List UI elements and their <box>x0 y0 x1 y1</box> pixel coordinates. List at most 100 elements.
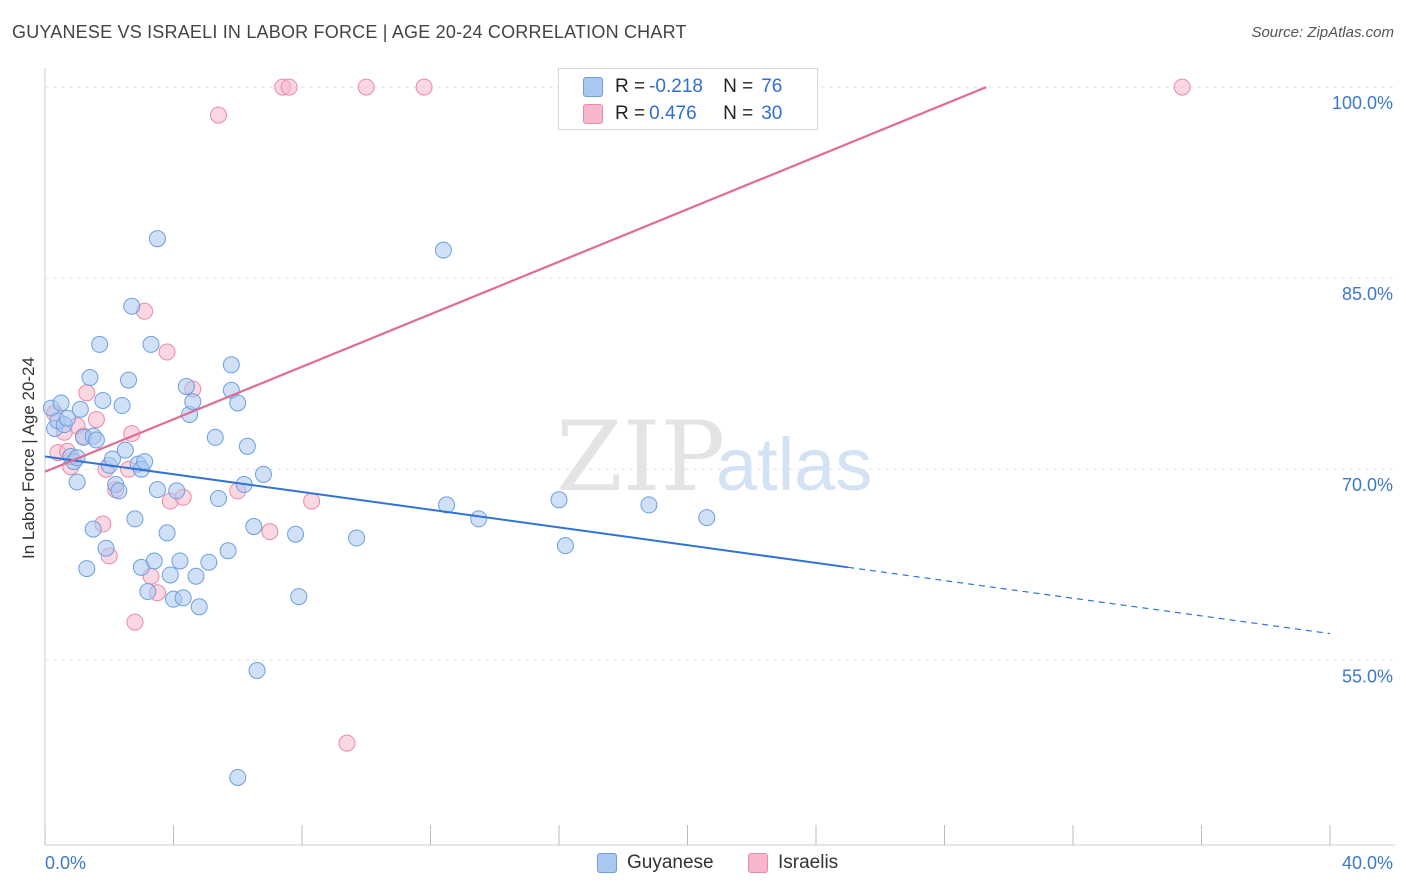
data-point-guyanese <box>238 437 256 455</box>
series-guyanese <box>42 230 716 786</box>
data-point-guyanese <box>126 510 144 528</box>
data-point-guyanese <box>434 241 452 259</box>
data-point-guyanese <box>123 297 141 315</box>
data-point-guyanese <box>71 400 89 418</box>
data-point-guyanese <box>206 428 224 446</box>
legend-r-label: R = <box>615 76 646 97</box>
legend-r-value: 0.476 <box>649 103 697 124</box>
data-point-guyanese <box>190 598 208 616</box>
data-point-guyanese <box>52 394 70 412</box>
data-point-guyanese <box>229 768 247 786</box>
x-tick-label: 40.0% <box>1342 853 1393 873</box>
data-point-israelis <box>126 613 144 631</box>
data-point-guyanese <box>229 394 247 412</box>
data-point-guyanese <box>120 371 138 389</box>
data-point-guyanese <box>136 453 154 471</box>
trendline-guyanese-extension <box>848 566 1331 635</box>
data-point-guyanese <box>97 539 115 557</box>
data-point-israelis <box>209 106 227 124</box>
y-tick-label: 70.0% <box>1342 475 1393 495</box>
data-point-guyanese <box>158 524 176 542</box>
data-point-israelis <box>78 384 96 402</box>
data-point-guyanese <box>145 552 163 570</box>
data-point-guyanese <box>91 335 109 353</box>
watermark-atlas: atlas <box>716 423 872 506</box>
legend-swatch-israelis <box>583 104 603 124</box>
data-point-guyanese <box>148 230 166 248</box>
legend-item-israelis[interactable]: Israelis <box>748 852 838 874</box>
y-tick-label: 55.0% <box>1342 666 1393 686</box>
y-tick-label: 100.0% <box>1332 93 1393 113</box>
stats-legend: R = -0.218 N = 76 R = 0.476 N = 30 <box>558 68 818 130</box>
data-point-guyanese <box>254 465 272 483</box>
data-point-guyanese <box>87 431 105 449</box>
legend-swatch-israelis <box>748 853 768 873</box>
legend-swatch-guyanese <box>583 77 603 97</box>
trendline-guyanese <box>44 455 849 569</box>
data-point-guyanese <box>248 661 266 679</box>
series-legend: Guyanese Israelis <box>0 852 1406 878</box>
data-point-israelis <box>1173 78 1191 96</box>
data-point-guyanese <box>222 356 240 374</box>
data-point-israelis <box>415 78 433 96</box>
data-point-guyanese <box>110 482 128 500</box>
data-point-guyanese <box>168 482 186 500</box>
data-point-guyanese <box>161 566 179 584</box>
legend-n-label: N = <box>723 103 754 124</box>
data-point-guyanese <box>78 560 96 578</box>
y-tick-label: 85.0% <box>1342 284 1393 304</box>
chart-title: GUYANESE VS ISRAELI IN LABOR FORCE | AGE… <box>12 22 687 42</box>
data-point-guyanese <box>113 397 131 415</box>
legend-swatch-guyanese <box>597 853 617 873</box>
data-point-israelis <box>357 78 375 96</box>
data-point-guyanese <box>287 525 305 543</box>
data-point-israelis <box>87 411 105 429</box>
legend-r-label: R = <box>615 103 646 124</box>
data-point-guyanese <box>219 542 237 560</box>
legend-label-guyanese: Guyanese <box>627 852 714 873</box>
data-point-guyanese <box>103 450 121 468</box>
data-point-guyanese <box>290 588 308 606</box>
watermark-zip: ZIP <box>556 401 725 513</box>
grid <box>45 86 1395 661</box>
data-point-guyanese <box>348 529 366 547</box>
data-point-israelis <box>280 78 298 96</box>
source-credit: Source: ZipAtlas.com <box>1251 24 1394 41</box>
legend-n-label: N = <box>723 76 754 97</box>
data-point-guyanese <box>187 567 205 585</box>
trendline-israelis <box>44 86 987 473</box>
y-axis-label: In Labor Force | Age 20-24 <box>19 357 38 559</box>
data-point-guyanese <box>245 518 263 536</box>
legend-row-israelis: R = 0.476 N = 30 <box>583 101 782 127</box>
data-point-guyanese <box>116 441 134 459</box>
data-point-guyanese <box>58 409 76 427</box>
legend-n-value: 30 <box>761 103 783 124</box>
data-point-guyanese <box>184 393 202 411</box>
tick-labels: 100.0% 85.0% 70.0% 55.0% 0.0% 40.0% <box>45 93 1393 873</box>
legend-item-guyanese[interactable]: Guyanese <box>597 852 714 874</box>
x-tick-label: 0.0% <box>45 853 86 873</box>
data-point-israelis <box>261 523 279 541</box>
legend-n-value: 76 <box>761 76 783 97</box>
data-point-guyanese <box>94 391 112 409</box>
data-point-guyanese <box>81 369 99 387</box>
data-point-israelis <box>338 734 356 752</box>
data-point-guyanese <box>174 589 192 607</box>
data-point-guyanese <box>139 583 157 601</box>
data-point-guyanese <box>470 510 488 528</box>
data-point-guyanese <box>209 490 227 508</box>
data-point-guyanese <box>171 552 189 570</box>
data-point-israelis <box>158 343 176 361</box>
watermark: ZIP atlas <box>556 401 872 513</box>
data-point-guyanese <box>640 496 658 514</box>
data-point-guyanese <box>68 473 86 491</box>
legend-r-value: -0.218 <box>649 76 703 97</box>
data-point-guyanese <box>698 509 716 527</box>
legend-row-guyanese: R = -0.218 N = 76 <box>583 74 782 100</box>
data-point-guyanese <box>177 377 195 395</box>
data-point-israelis <box>303 492 321 510</box>
legend-label-israelis: Israelis <box>778 852 839 873</box>
trendlines <box>44 86 1331 635</box>
data-point-guyanese <box>200 553 218 571</box>
